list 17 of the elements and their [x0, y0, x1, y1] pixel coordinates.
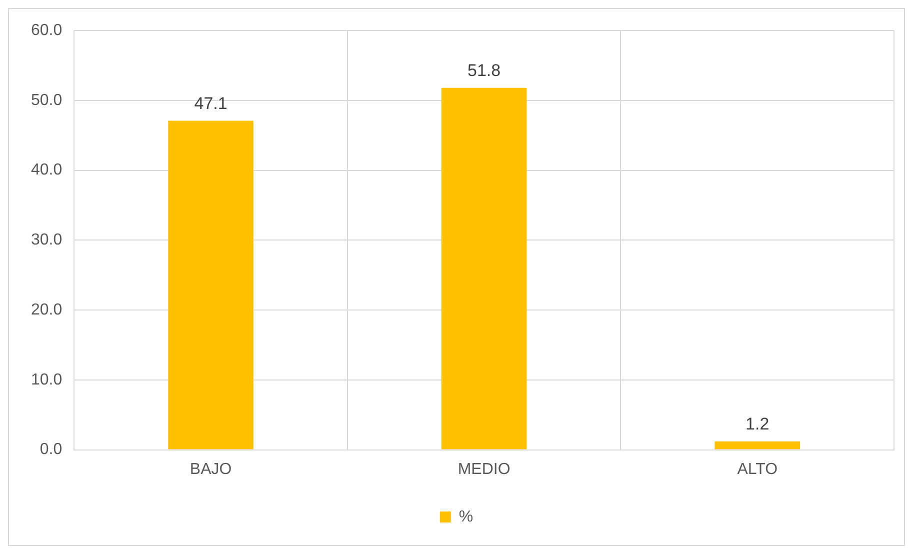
x-tick-label: ALTO: [737, 460, 778, 478]
bar: [168, 120, 254, 450]
bar: [714, 441, 800, 450]
data-label: 47.1: [194, 94, 228, 113]
y-tick-label: 10.0: [31, 371, 62, 388]
y-tick-label: 0.0: [40, 441, 62, 458]
bar: [441, 88, 527, 450]
x-tick-label: BAJO: [190, 460, 232, 478]
x-tick-label: MEDIO: [458, 460, 510, 478]
y-tick-label: 50.0: [31, 92, 62, 109]
y-tick-label: 60.0: [31, 22, 62, 40]
data-label: 51.8: [468, 61, 501, 80]
legend-label: %: [458, 508, 474, 526]
y-tick-label: 30.0: [31, 232, 62, 249]
data-label: 1.2: [746, 414, 770, 434]
y-tick-label: 40.0: [31, 162, 62, 179]
y-tick-label: 20.0: [31, 301, 62, 318]
